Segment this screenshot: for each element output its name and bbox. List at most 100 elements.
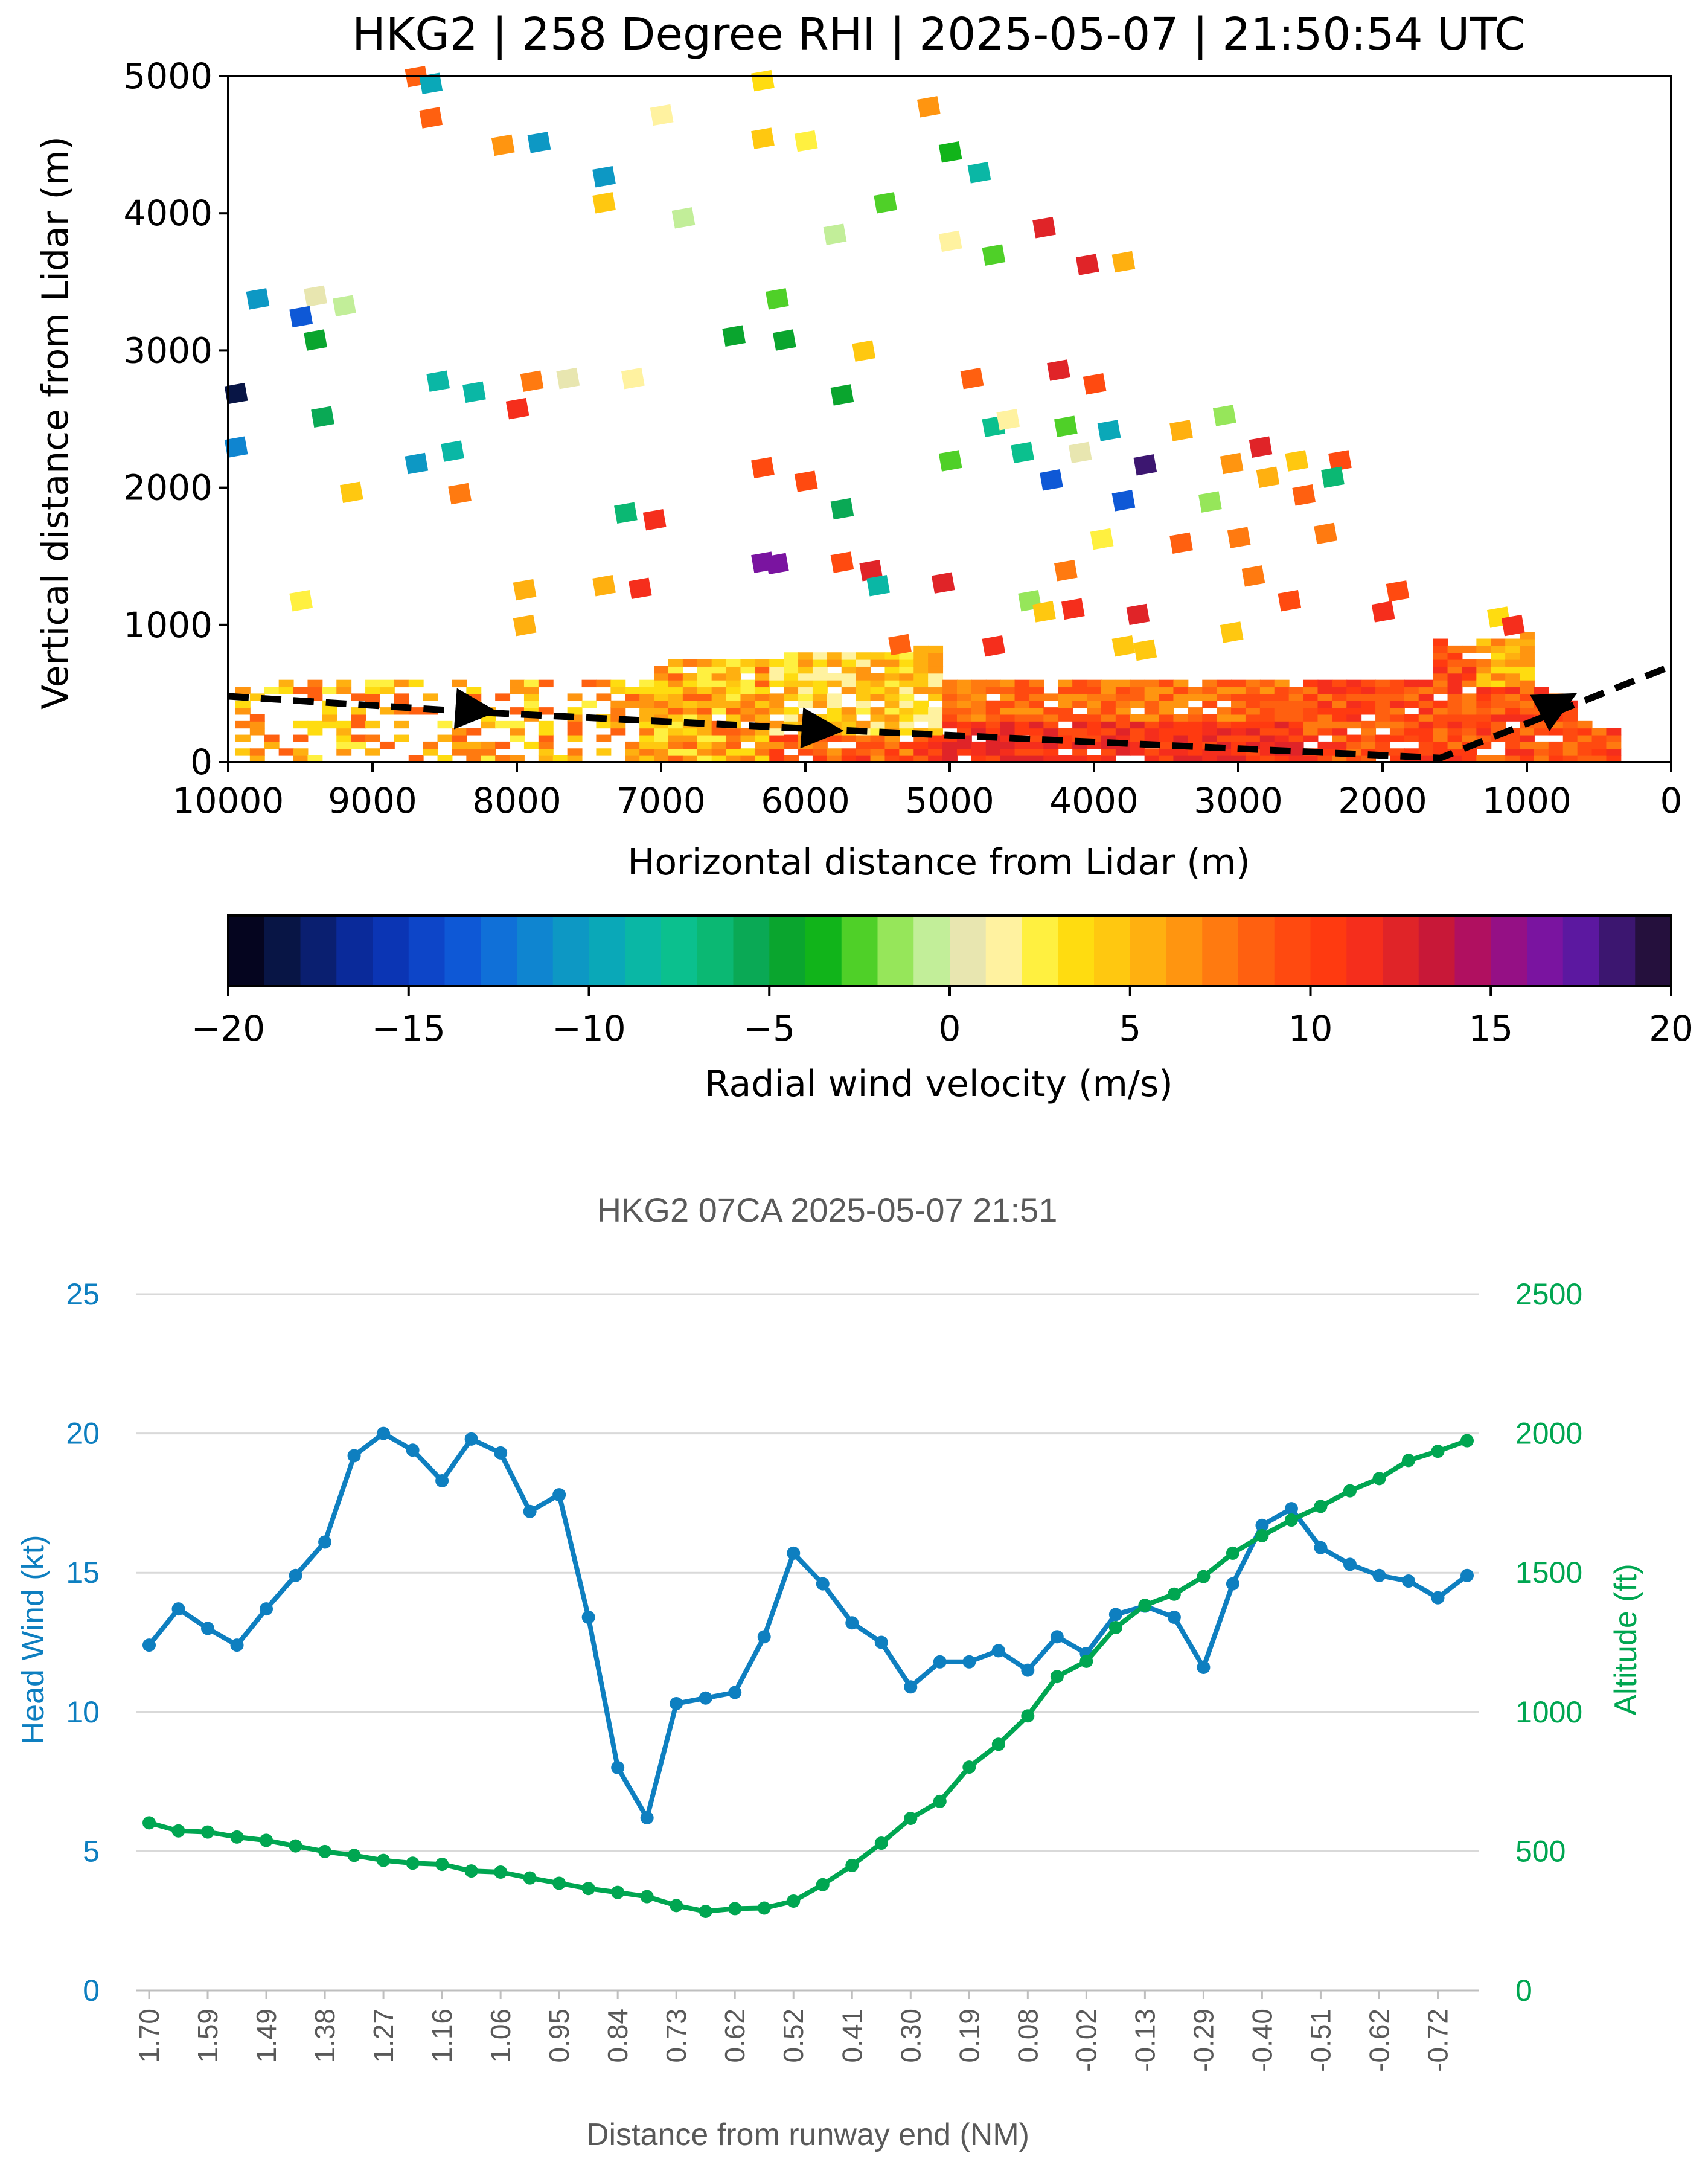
- rhi-band-cell: [1491, 659, 1506, 667]
- headwind-data-point: [289, 1568, 302, 1582]
- rhi-band-cell: [711, 734, 727, 742]
- rhi-band-cell: [928, 707, 944, 715]
- rhi-band-cell: [365, 679, 380, 688]
- colorbar-tick-label: 0: [939, 1008, 961, 1049]
- rhi-band-cell: [1188, 707, 1203, 715]
- rhi-band-cell: [1058, 679, 1073, 688]
- rhi-return-gate: [289, 306, 313, 328]
- altitude-data-point: [991, 1737, 1005, 1751]
- rhi-band-cell: [1505, 638, 1521, 646]
- rhi-band-cell: [1245, 714, 1261, 722]
- rhi-return-gate: [556, 367, 580, 390]
- headwind-data-point: [1167, 1610, 1181, 1624]
- rhi-band-cell: [913, 714, 929, 722]
- rhi-band-cell: [1505, 679, 1521, 688]
- rhi-band-cell: [1101, 679, 1116, 688]
- rhi-x-axis-label: Horizontal distance from Lidar (m): [627, 841, 1250, 884]
- rhi-band-cell: [784, 687, 799, 694]
- rhi-band-cell: [1014, 748, 1030, 756]
- rhi-band-cell: [884, 755, 900, 763]
- rhi-band-cell: [1447, 652, 1463, 660]
- rhi-band-cell: [956, 693, 972, 701]
- rhi-band-cell: [293, 734, 309, 742]
- rhi-band-cell: [755, 755, 770, 763]
- rhi-band-cell: [1029, 693, 1044, 701]
- headwind-data-point: [1108, 1608, 1122, 1621]
- rhi-band-cell: [322, 687, 337, 694]
- headwind-y-tick-label: 5: [83, 1834, 100, 1868]
- rhi-band-cell: [755, 714, 770, 722]
- rhi-band-cell: [394, 720, 409, 729]
- altitude-data-point: [1314, 1500, 1328, 1513]
- rhi-band-cell: [1130, 748, 1145, 756]
- rhi-band-cell: [1288, 700, 1304, 708]
- rhi-band-cell: [899, 700, 915, 708]
- rhi-band-cell: [726, 693, 741, 701]
- rhi-band-cell: [899, 720, 915, 729]
- rhi-band-cell: [884, 700, 900, 708]
- rhi-band-cell: [798, 700, 813, 708]
- rhi-band-cell: [437, 734, 453, 742]
- rhi-band-cell: [942, 700, 958, 708]
- rhi-return-gate: [823, 223, 847, 245]
- rhi-band-cell: [596, 748, 612, 756]
- rhi-band-cell: [971, 693, 987, 701]
- altitude-data-point: [611, 1885, 625, 1899]
- rhi-band-cell: [755, 666, 770, 674]
- rhi-band-cell: [870, 741, 886, 749]
- rhi-band-cell: [1346, 687, 1362, 694]
- rhi-band-cell: [307, 687, 323, 694]
- colorbar-segment: [552, 916, 589, 986]
- headwind-x-tick-label: 1.38: [309, 2009, 341, 2063]
- headwind-x-tick-label: 1.16: [426, 2009, 458, 2063]
- rhi-band-cell: [784, 659, 799, 667]
- rhi-band-cell: [510, 720, 525, 729]
- rhi-band-cell: [870, 755, 886, 763]
- rhi-band-cell: [523, 687, 539, 694]
- rhi-band-cell: [1159, 741, 1174, 749]
- rhi-band-cell: [1447, 693, 1463, 701]
- rhi-band-cell: [1231, 707, 1246, 715]
- rhi-return-gate: [311, 406, 334, 428]
- rhi-band-cell: [1202, 755, 1218, 763]
- rhi-band-cell: [1505, 687, 1521, 694]
- rhi-band-cell: [798, 659, 813, 667]
- colorbar-segment: [625, 916, 662, 986]
- rhi-band-cell: [1144, 728, 1160, 736]
- rhi-band-cell: [1043, 755, 1059, 763]
- headwind-data-point: [728, 1686, 742, 1699]
- rhi-band-cell: [654, 741, 669, 749]
- rhi-band-cell: [1346, 741, 1362, 749]
- rhi-band-cell: [1462, 714, 1477, 722]
- rhi-band-cell: [769, 700, 785, 708]
- rhi-band-cell: [697, 693, 712, 701]
- rhi-band-cell: [1173, 687, 1189, 694]
- rhi-band-cell: [1231, 720, 1246, 729]
- rhi-band-cell: [827, 734, 842, 742]
- rhi-return-gate: [938, 450, 962, 472]
- rhi-band-cell: [625, 700, 641, 708]
- rhi-band-cell: [1447, 734, 1463, 742]
- rhi-band-cell: [1217, 707, 1232, 715]
- rhi-band-cell: [942, 748, 958, 756]
- rhi-band-cell: [1144, 720, 1160, 729]
- rhi-return-gate: [982, 244, 1006, 266]
- rhi-band-cell: [1491, 679, 1506, 688]
- rhi-band-cell: [1115, 748, 1131, 756]
- rhi-band-cell: [899, 687, 915, 694]
- rhi-band-cell: [740, 748, 756, 756]
- rhi-band-cell: [1259, 734, 1275, 742]
- rhi-return-gate: [938, 141, 962, 163]
- headwind-y-tick-label: 20: [66, 1417, 100, 1451]
- rhi-return-gate: [1371, 601, 1395, 623]
- rhi-band-cell: [581, 700, 597, 708]
- rhi-band-cell: [942, 687, 958, 694]
- rhi-band-cell: [307, 728, 323, 736]
- rhi-band-cell: [985, 714, 1001, 722]
- headwind-data-point: [1226, 1577, 1239, 1591]
- rhi-band-cell: [1231, 714, 1246, 722]
- direction-arrow: [454, 688, 498, 730]
- rhi-band-cell: [1159, 748, 1174, 756]
- rhi-band-cell: [1144, 755, 1160, 763]
- rhi-band-cell: [1433, 707, 1448, 715]
